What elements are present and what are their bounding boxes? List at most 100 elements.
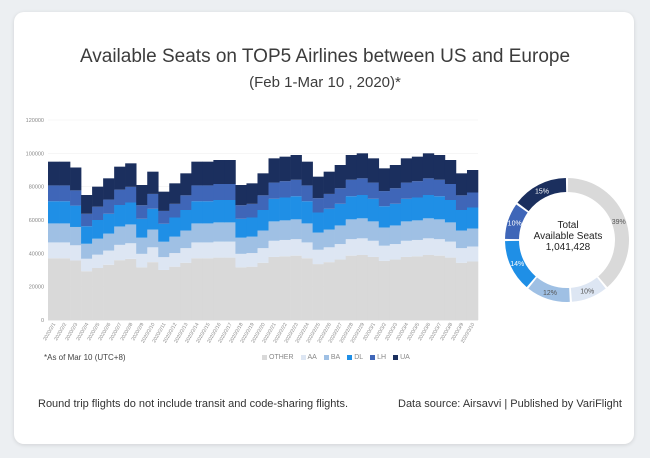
bar-segment-other [455, 262, 468, 320]
legend-swatch [300, 355, 306, 360]
bar-segment-ba [312, 232, 324, 250]
bar-segment-lh [279, 181, 291, 198]
bar-segment-other [433, 255, 446, 320]
bar-segment-other [48, 258, 60, 320]
bar-segment-other [158, 269, 170, 320]
bar-segment-lh [257, 195, 269, 210]
bar-segment-ua [180, 173, 192, 196]
bar-segment-ba [466, 228, 479, 247]
donut-center-label: Total Available Seats 1,041,428 [518, 220, 618, 254]
bar-segment-other [345, 255, 358, 320]
bar-segment-dl [455, 210, 468, 231]
bar-segment-ba [125, 224, 137, 244]
legend-swatch [347, 355, 353, 360]
bar-segment-aa [411, 239, 424, 257]
bar-segment-other [125, 258, 137, 320]
donut-slice-ua [517, 178, 567, 212]
bar-segment-aa [422, 238, 435, 255]
bar-segment-other [268, 256, 280, 320]
bar-segment-other [400, 256, 413, 320]
bar-segment-ba [422, 218, 435, 239]
donut-slice-ba [528, 277, 570, 302]
bar-segment-lh [367, 182, 380, 199]
y-tick-label: 0 [41, 318, 44, 324]
bar-segment-ua [70, 167, 82, 191]
bar-segment-other [103, 264, 115, 320]
bar-segment-aa [114, 244, 126, 261]
bar-segment-aa [202, 242, 214, 259]
bar-segment-ba [169, 236, 181, 254]
bar-segment-ba [191, 223, 203, 243]
chart-title: Available Seats on TOP5 Airlines between… [79, 46, 571, 67]
bar-segment-ba [279, 220, 291, 240]
bar-segment-ba [400, 221, 413, 241]
bar-segment-other [169, 266, 181, 320]
bar-segment-lh [400, 182, 413, 199]
bar-segment-ua [345, 155, 358, 180]
bar-segment-ba [257, 230, 269, 249]
bar-segment-ba [444, 222, 457, 242]
bar-segment-ba [345, 219, 358, 240]
bar-segment-ua [433, 155, 446, 180]
bar-segment-ba [48, 223, 60, 243]
legend-item-ba: BA [323, 354, 341, 361]
bar-segment-other [444, 257, 457, 320]
bar-segment-lh [378, 191, 391, 207]
bar-segment-dl [356, 195, 369, 219]
bar-segment-dl [367, 198, 380, 222]
legend-item-aa: AA [300, 354, 317, 361]
bar-segment-aa [59, 242, 71, 259]
bar-segment-other [356, 255, 369, 320]
bar-segment-dl [235, 218, 247, 238]
legend-label: UA [400, 354, 410, 361]
bar-segment-dl [411, 197, 424, 221]
bar-segment-aa [312, 249, 324, 265]
bar-segment-aa [400, 240, 413, 257]
bar-segment-ua [411, 156, 424, 182]
bar-segment-dl [224, 200, 236, 223]
bar-segment-other [59, 258, 71, 320]
bar-segment-ua [422, 153, 435, 179]
bar-segment-dl [268, 198, 280, 222]
bar-segment-lh [356, 178, 369, 195]
bar-segment-aa [125, 243, 137, 259]
bar-segment-dl [59, 201, 71, 224]
bar-segment-aa [466, 246, 479, 262]
bar-segment-dl [147, 208, 159, 230]
y-tick-label: 80000 [29, 185, 44, 191]
bar-segment-ba [389, 225, 402, 245]
bar-segment-dl [114, 205, 126, 227]
bar-segment-ua [268, 158, 280, 183]
bar-segment-dl [103, 213, 115, 234]
legend-label: BA [330, 354, 341, 361]
donut-center-line2: Available Seats [533, 231, 603, 242]
bar-segment-lh [103, 199, 115, 214]
bar-segment-ua [246, 183, 258, 204]
bar-segment-aa [290, 239, 302, 256]
chart-note: *As of Mar 10 (UTC+8) [44, 353, 126, 362]
bar-segment-ua [455, 173, 468, 196]
bar-segment-aa [378, 245, 391, 261]
bar-segment-ua [169, 183, 181, 204]
bar-segment-other [334, 259, 346, 320]
legend-swatch [393, 355, 399, 360]
bar-segment-ba [411, 220, 424, 240]
bar-segment-aa [246, 253, 258, 267]
bar-segment-other [422, 255, 435, 320]
bar-segment-other [191, 258, 203, 320]
bar-segment-other [466, 261, 479, 320]
bar-segment-aa [345, 239, 358, 256]
donut-slice-aa [570, 277, 606, 302]
bar-segment-lh [235, 205, 247, 219]
bar-segment-aa [213, 241, 225, 258]
bar-segment-other [114, 260, 126, 320]
bar-segment-ba [92, 238, 104, 255]
bar-segment-ua [312, 176, 324, 199]
bar-segment-lh [202, 185, 214, 202]
bar-segment-aa [268, 240, 280, 257]
bar-segment-lh [334, 188, 346, 204]
bar-segment-ba [180, 230, 192, 249]
bar-segment-ua [356, 153, 369, 179]
bar-segment-ua [59, 161, 71, 186]
bar-segment-dl [92, 220, 104, 239]
